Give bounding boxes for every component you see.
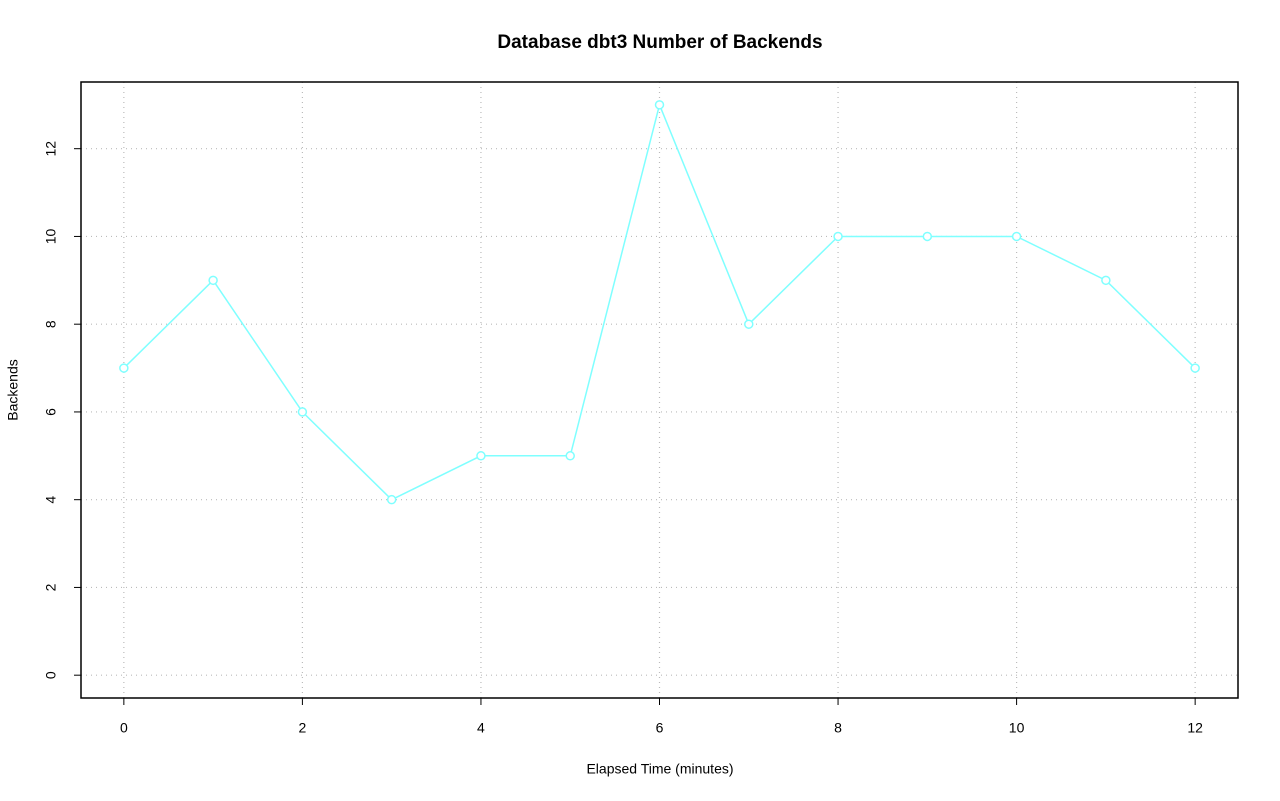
x-tick-label: 6 (656, 720, 664, 736)
x-axis-label: Elapsed Time (minutes) (586, 761, 733, 777)
point (833, 231, 843, 242)
y-tick-label: 0 (43, 671, 59, 679)
point (476, 451, 486, 461)
y-tick-label: 4 (43, 496, 59, 504)
point (119, 363, 129, 373)
chart-title: Database dbt3 Number of Backends (497, 32, 822, 53)
point (386, 494, 397, 505)
y-tick-label: 6 (43, 408, 59, 416)
point (1101, 275, 1111, 286)
point (208, 275, 218, 286)
x-tick-label: 8 (834, 720, 842, 736)
x-tick-label: 2 (299, 720, 307, 736)
point (922, 231, 933, 242)
y-axis-label: Backends (5, 359, 21, 420)
point (1011, 231, 1022, 242)
point (654, 100, 665, 110)
y-tick-label: 2 (43, 583, 59, 591)
x-tick-label: 4 (477, 720, 485, 736)
point (297, 407, 308, 417)
x-tick-label: 12 (1187, 720, 1203, 736)
plot-frame (80, 81, 1239, 699)
point (744, 319, 754, 329)
point (1190, 363, 1200, 373)
y-tick-label: 10 (43, 228, 59, 244)
x-tick-label: 0 (120, 720, 128, 736)
y-tick-label: 8 (43, 320, 59, 328)
point (565, 451, 575, 461)
y-tick-label: 12 (43, 141, 59, 157)
x-tick-label: 10 (1009, 720, 1025, 736)
